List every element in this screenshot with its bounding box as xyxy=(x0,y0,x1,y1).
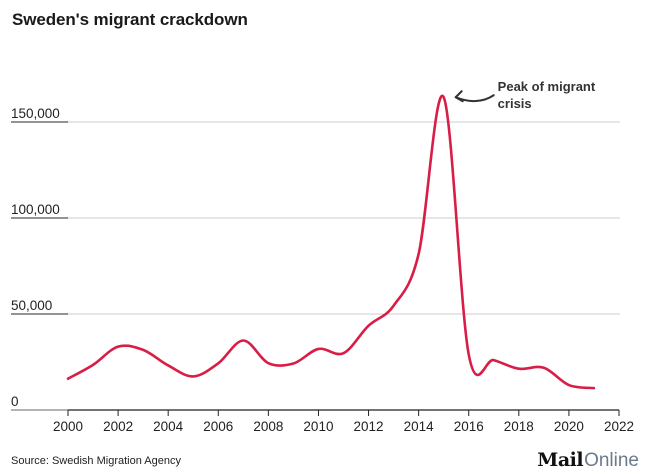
xtick-label: 2002 xyxy=(103,419,133,434)
ytick-label: 50,000 xyxy=(11,298,52,313)
xtick-label: 2000 xyxy=(53,419,83,434)
xtick-label: 2022 xyxy=(604,419,634,434)
series-line xyxy=(66,94,596,390)
arrow-head-icon xyxy=(454,90,464,103)
xtick-label: 2012 xyxy=(354,419,384,434)
logo-online-text: Online xyxy=(584,450,639,471)
xtick-label: 2010 xyxy=(303,419,333,434)
xtick-label: 2018 xyxy=(504,419,534,434)
ytick-label: 150,000 xyxy=(11,106,60,121)
ytick-label: 0 xyxy=(11,394,19,409)
xtick-label: 2006 xyxy=(203,419,233,434)
ytick-label: 100,000 xyxy=(11,202,60,217)
xtick-label: 2008 xyxy=(253,419,283,434)
chart-title: Sweden's migrant crackdown xyxy=(12,10,248,29)
x-axis: 2000 2002 2004 2006 2008 2010 2012 2014 2016 2018… xyxy=(53,409,634,434)
annotation-text: Peak of migrant xyxy=(498,79,596,94)
logo-mail-text: Mail xyxy=(537,449,584,471)
y-axis: 0 50,000 100,000 150,000 xyxy=(11,106,68,411)
xtick-label: 2020 xyxy=(554,419,584,434)
series-layer xyxy=(66,94,596,390)
xtick-label: 2004 xyxy=(153,419,184,434)
xtick-label: 2016 xyxy=(454,419,484,434)
gridlines xyxy=(68,121,620,315)
annotation-text: crisis xyxy=(498,96,532,111)
source-note: Source: Swedish Migration Agency xyxy=(11,455,181,467)
xtick-label: 2014 xyxy=(404,419,435,434)
annotation-layer: Peak of migrant crisis xyxy=(454,79,596,111)
mailonline-logo: Mail Online xyxy=(537,449,639,472)
